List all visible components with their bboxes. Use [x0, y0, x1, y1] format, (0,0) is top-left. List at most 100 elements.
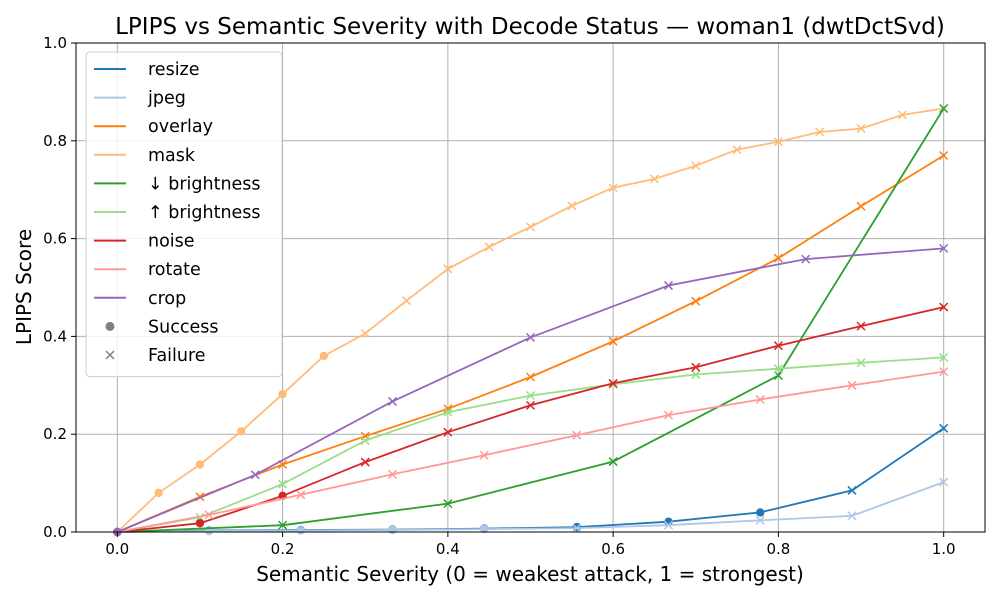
series-mask-failure-point [484, 242, 494, 252]
series-overlay-failure-point [525, 372, 536, 382]
series-crop [113, 243, 949, 537]
y-tick-label: 0.2 [43, 425, 67, 443]
legend-item: overlay [94, 117, 213, 137]
legend-label: jpeg [147, 89, 186, 109]
series-overlay-failure-point [691, 296, 701, 306]
series-mask-failure-point [732, 145, 742, 155]
series-mask-failure-point [773, 137, 783, 147]
series-jpeg-failure-point [755, 515, 765, 525]
series-mask-failure-point [815, 127, 825, 137]
series-overlay-failure-point [608, 336, 618, 346]
series-crop-failure-point [801, 254, 811, 264]
series-jpeg-failure-point [663, 520, 674, 530]
series-brightness-failure-point [608, 457, 618, 467]
legend-label: resize [148, 60, 200, 80]
legend-label: mask [148, 146, 196, 166]
series-noise-failure-point [773, 341, 783, 351]
series-mask-failure-point [691, 161, 701, 171]
series-rotate-failure-point [663, 410, 674, 420]
series-crop-failure-point [250, 470, 260, 480]
series-resize-success-point [756, 508, 765, 517]
series-mask-failure-point [608, 183, 618, 193]
series-brightness-failure-point [278, 479, 288, 489]
y-tick-label: 0.4 [43, 327, 67, 345]
series-crop-failure-point [525, 332, 536, 342]
x-tick-label: 0.0 [105, 540, 129, 558]
series-layer [113, 103, 949, 537]
series-overlay-failure-point [939, 150, 949, 161]
x-tick-label: 0.8 [766, 540, 790, 558]
series-mask-failure-point [856, 124, 866, 134]
legend-marker-item: Failure [105, 346, 206, 366]
series-overlay-failure-point [773, 253, 783, 263]
legend-box [85, 51, 283, 378]
series-rotate-failure-point [204, 510, 214, 520]
series-noise-failure-point [525, 400, 536, 410]
series-rotate-line [117, 370, 944, 533]
series-mask-failure-point [649, 174, 659, 184]
series-brightness-failure-point [939, 352, 949, 362]
series-brightness-failure-point [773, 364, 783, 374]
legend-item: crop [94, 289, 186, 309]
legend-label: overlay [148, 117, 213, 137]
x-tick-label: 1.0 [932, 540, 956, 558]
legend-label: ↑ brightness [148, 203, 261, 223]
series-jpeg-line [117, 481, 945, 533]
series-mask-failure-point [525, 222, 536, 232]
series-resize-failure-point [939, 423, 949, 433]
series-crop-failure-point [939, 243, 949, 253]
series-brightness-failure-point [443, 499, 453, 509]
y-tick-label: 1.0 [43, 34, 67, 52]
series-noise-failure-point [360, 457, 370, 467]
legend: resize jpeg overlay mask ↓ brightness ↑ brigh… [85, 51, 283, 378]
chart-title: LPIPS vs Semantic Severity with Decode S… [115, 14, 945, 40]
series-jpeg-failure-point [847, 511, 857, 521]
series-overlay-failure-point [856, 201, 866, 211]
legend-failure-marker [105, 350, 115, 360]
series-brightness-failure-point [856, 358, 866, 368]
series-brightness-failure-point [278, 520, 288, 530]
legend-item: jpeg [94, 89, 186, 109]
series-mask-success-point [278, 389, 287, 399]
series-noise-failure-point [691, 362, 701, 372]
legend-item: resize [94, 60, 200, 80]
plot-frame [75, 42, 986, 533]
series-jpeg-success-point [296, 526, 305, 535]
series-resize-failure-point [847, 485, 857, 495]
legend-item: rotate [94, 260, 201, 280]
series-mask-success-point [237, 427, 246, 436]
series-rotate-failure-point [847, 380, 857, 390]
series-mask-failure-point [567, 201, 577, 211]
series-rotate-failure-point [939, 367, 949, 377]
x-tick-label: 0.2 [271, 540, 295, 558]
legend-label: Success [148, 317, 218, 337]
series-brightness-line [117, 108, 945, 533]
legend-label: Failure [148, 346, 206, 366]
series-mask-failure-point [402, 296, 412, 306]
series-brightness-failure-point [939, 103, 949, 114]
legend-label: crop [148, 289, 186, 309]
series-brightness-failure-point [691, 370, 701, 380]
x-tick-label: 0.4 [436, 540, 460, 558]
y-tick-label: 0.0 [43, 523, 67, 541]
series-crop-failure-point [663, 281, 674, 291]
axis-ticks: 0.0 0.2 0.4 0.6 0.8 1.0 0.0 0.2 0.4 0.6 0.8 1.0 [43, 34, 955, 558]
y-tick-label: 0.6 [43, 230, 67, 248]
series-jpeg-failure-point [939, 477, 949, 487]
series-brightness-failure-point [773, 370, 783, 381]
series-rotate-failure-point [296, 490, 306, 500]
y-axis-title: LPIPS Score [12, 229, 36, 345]
legend-label: rotate [148, 260, 201, 280]
x-tick-label: 0.6 [601, 540, 625, 558]
series-rotate-failure-point [387, 469, 398, 479]
series-mask-success-point [319, 351, 329, 361]
series-rotate-failure-point [479, 450, 489, 460]
legend-success-marker [105, 321, 115, 331]
series-noise-failure-point [608, 378, 618, 388]
series-rotate-failure-point [755, 394, 765, 405]
series-brightness-failure-point [443, 407, 453, 417]
legend-label: noise [148, 232, 195, 252]
series-mask-success-point [154, 488, 163, 498]
series-mask-failure-point [897, 110, 907, 120]
legend-item: ↓ brightness [94, 174, 261, 194]
